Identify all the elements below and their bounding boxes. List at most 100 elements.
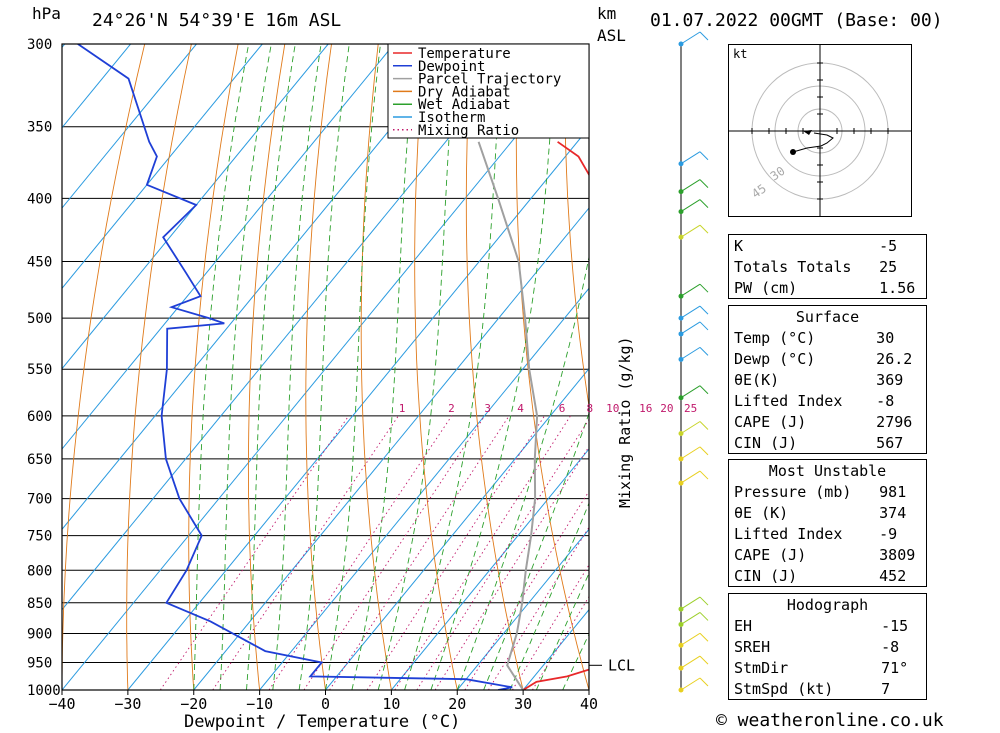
hodograph-trace bbox=[792, 132, 834, 153]
wind-barb-flag bbox=[699, 470, 709, 480]
wind-barb-flag bbox=[699, 677, 709, 687]
hodo-start-dot bbox=[790, 149, 796, 155]
index-value: 2796 bbox=[876, 412, 913, 431]
mixing-ratio-label: 3 bbox=[484, 402, 491, 415]
isotherm-line bbox=[127, 126, 589, 690]
pressure-tick-label: 850 bbox=[27, 596, 52, 612]
mixing-ratio-line bbox=[394, 415, 571, 690]
wind-barb-shaft bbox=[680, 321, 701, 335]
x-tick-label: −40 bbox=[48, 695, 75, 713]
dry-adiabat-line bbox=[985, 44, 1000, 690]
wind-barb-shaft bbox=[680, 421, 701, 434]
wind-barb-shaft bbox=[680, 31, 701, 45]
index-row: CIN (J) 452 bbox=[729, 565, 927, 587]
index-label: Pressure (mb) bbox=[734, 482, 852, 501]
isotherm-line bbox=[456, 528, 589, 690]
isotherm-line bbox=[62, 44, 197, 209]
wind-barb-flag bbox=[699, 224, 709, 234]
x-tick-label: 0 bbox=[321, 695, 330, 713]
mixing-ratio-label: 6 bbox=[559, 402, 566, 415]
pressure-tick-label: 500 bbox=[27, 311, 52, 327]
isotherm-line bbox=[62, 46, 589, 690]
wind-barb-shaft bbox=[680, 655, 701, 669]
index-value: 1.56 bbox=[879, 278, 916, 297]
dry-adiabat-line bbox=[414, 44, 458, 690]
wind-barb-flag bbox=[699, 446, 709, 456]
wet-adiabat-line bbox=[351, 44, 417, 690]
location-title: 24°26'N 54°39'E 16m ASL bbox=[92, 10, 342, 31]
wind-barb-shaft bbox=[680, 446, 701, 460]
wind-barb-shaft bbox=[680, 151, 701, 165]
wind-barb-flag bbox=[699, 596, 709, 606]
wet-adiabat-line bbox=[483, 412, 589, 690]
wind-barb-flag bbox=[699, 421, 709, 430]
index-label: CAPE (J) bbox=[734, 545, 807, 564]
basic-indices-table: K -5 Totals Totals 25 PW (cm) 1.56 bbox=[728, 234, 927, 299]
wind-barb-flag bbox=[699, 655, 709, 665]
mixing-ratio-label: 2 bbox=[448, 402, 455, 415]
wind-barb-flag bbox=[699, 151, 709, 161]
hodo-unit-label: kt bbox=[733, 47, 747, 61]
mixing-ratio-label: 16 bbox=[639, 402, 652, 415]
index-row: θE(K) 369 bbox=[729, 369, 927, 390]
wind-barb-flag bbox=[699, 612, 709, 621]
index-value: 567 bbox=[876, 433, 904, 452]
index-label: K bbox=[734, 236, 744, 255]
dry-adiabat-line bbox=[515, 44, 589, 690]
mixing-ratio-label: 25 bbox=[684, 402, 697, 415]
legend-entry: Dry Adiabat bbox=[418, 84, 511, 100]
wet-adiabat-line bbox=[219, 44, 272, 690]
pressure-tick-label: 700 bbox=[27, 492, 52, 508]
mixing-ratio-line bbox=[159, 415, 349, 690]
index-value: 3809 bbox=[879, 545, 916, 564]
wind-barb-shaft bbox=[680, 305, 701, 319]
mixing-ratio-axis-label: Mixing Ratio (g/kg) bbox=[616, 336, 634, 508]
index-value: 71° bbox=[881, 658, 909, 677]
wet-adiabat-line bbox=[404, 44, 503, 690]
surface-title: Surface bbox=[795, 307, 860, 326]
index-row: EH -15 bbox=[729, 615, 927, 636]
x-tick-label: 30 bbox=[514, 695, 532, 713]
index-row: Lifted Index -8 bbox=[729, 390, 927, 411]
wind-barb-shaft bbox=[680, 596, 701, 610]
mixing-ratio-line bbox=[512, 564, 589, 690]
dry-adiabat-line bbox=[564, 44, 589, 409]
isotherm-line bbox=[62, 44, 329, 370]
wind-barb-flag bbox=[699, 179, 709, 188]
wet-adiabat-line bbox=[430, 44, 557, 690]
index-value: -15 bbox=[881, 616, 909, 635]
isotherm-line bbox=[62, 44, 527, 611]
wet-adiabat-line bbox=[246, 44, 296, 690]
wet-adiabat-line bbox=[535, 572, 589, 690]
x-tick-label: −20 bbox=[180, 695, 207, 713]
index-row: θE (K) 374 bbox=[729, 502, 927, 523]
pressure-tick-label: 350 bbox=[27, 120, 52, 136]
index-label: θE (K) bbox=[734, 503, 789, 522]
wet-adiabat-line bbox=[456, 254, 589, 690]
wind-barb-shaft bbox=[680, 385, 701, 399]
x-tick-label: 20 bbox=[448, 695, 466, 713]
copyright-link[interactable]: © weatheronline.co.uk bbox=[716, 710, 944, 731]
legend bbox=[387, 43, 590, 139]
index-label: SREH bbox=[734, 637, 771, 656]
wind-barb-shaft bbox=[680, 346, 701, 360]
mixing-ratio-label: 20 bbox=[660, 402, 673, 415]
dry-adiabat-line bbox=[247, 44, 286, 690]
wind-barb-shaft bbox=[680, 199, 701, 213]
index-label: CIN (J) bbox=[734, 433, 798, 452]
index-label: StmSpd (kt) bbox=[734, 679, 834, 698]
index-value: 7 bbox=[881, 679, 891, 698]
hodo-ring-45: 45 bbox=[749, 181, 769, 201]
wind-barb-shaft bbox=[680, 179, 701, 193]
legend-entry: Mixing Ratio bbox=[418, 123, 519, 139]
dry-adiabat-line bbox=[305, 44, 332, 690]
wind-barb-shaft bbox=[680, 612, 701, 625]
index-value: -5 bbox=[879, 236, 898, 255]
parcel-trajectory-series bbox=[477, 141, 539, 690]
mixing-ratio-label: 10 bbox=[606, 402, 619, 415]
hodo-title: Hodograph bbox=[786, 595, 869, 614]
index-row: Pressure (mb) 981 bbox=[729, 481, 927, 502]
unit-asl-label: ASL bbox=[597, 26, 626, 45]
legend-entry: Temperature bbox=[418, 46, 511, 62]
